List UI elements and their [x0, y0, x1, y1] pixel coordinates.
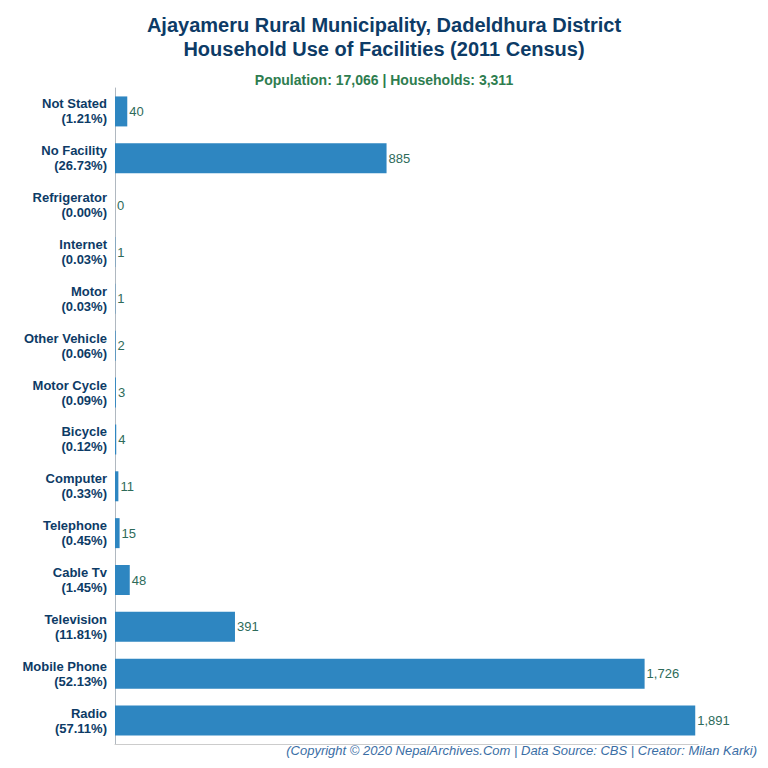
svg-text:Household Use of Facilities (2: Household Use of Facilities (2011 Census…	[183, 38, 584, 60]
svg-text:0: 0	[117, 198, 124, 213]
svg-text:Not Stated: Not Stated	[42, 96, 107, 111]
svg-text:(0.12%): (0.12%)	[61, 439, 107, 454]
svg-text:40: 40	[129, 104, 143, 119]
svg-text:Telephone: Telephone	[43, 518, 107, 533]
svg-text:Ajayameru Rural Municipality,: Ajayameru Rural Municipality, Dadeldhura…	[147, 14, 622, 36]
svg-text:15: 15	[122, 526, 136, 541]
svg-text:11: 11	[120, 479, 134, 494]
svg-text:(11.81%): (11.81%)	[55, 627, 107, 642]
svg-text:Radio: Radio	[71, 706, 107, 721]
svg-text:1: 1	[117, 291, 124, 306]
svg-text:Television: Television	[44, 612, 107, 627]
svg-text:(0.00%): (0.00%)	[61, 205, 107, 220]
svg-text:(1.21%): (1.21%)	[61, 111, 107, 126]
svg-text:(26.73%): (26.73%)	[54, 158, 107, 173]
svg-text:(57.11%): (57.11%)	[55, 721, 107, 736]
svg-text:Computer: Computer	[46, 471, 107, 486]
svg-text:No Facility: No Facility	[41, 143, 108, 158]
svg-text:48: 48	[132, 573, 146, 588]
svg-text:Motor Cycle: Motor Cycle	[33, 378, 107, 393]
svg-text:(0.03%): (0.03%)	[61, 252, 107, 267]
svg-text:(0.03%): (0.03%)	[61, 299, 107, 314]
svg-text:391: 391	[237, 619, 259, 634]
svg-text:(0.06%): (0.06%)	[61, 346, 107, 361]
svg-text:3: 3	[118, 385, 125, 400]
svg-text:1: 1	[117, 245, 124, 260]
svg-text:Population: 17,066 | Household: Population: 17,066 | Households: 3,311	[255, 72, 514, 88]
svg-text:1,891: 1,891	[697, 713, 730, 728]
svg-text:1,726: 1,726	[647, 666, 680, 681]
svg-text:Other Vehicle: Other Vehicle	[24, 331, 107, 346]
svg-text:885: 885	[389, 151, 411, 166]
svg-text:(0.09%): (0.09%)	[61, 393, 107, 408]
svg-text:Refrigerator: Refrigerator	[33, 190, 107, 205]
svg-text:Bicycle: Bicycle	[61, 424, 107, 439]
svg-text:(0.33%): (0.33%)	[61, 486, 107, 501]
svg-text:4: 4	[118, 432, 125, 447]
svg-text:Cable Tv: Cable Tv	[53, 565, 108, 580]
svg-text:2: 2	[118, 338, 125, 353]
svg-text:(1.45%): (1.45%)	[61, 580, 107, 595]
svg-text:(Copyright © 2020 NepalArchive: (Copyright © 2020 NepalArchives.Com | Da…	[286, 743, 757, 758]
svg-text:Mobile Phone: Mobile Phone	[23, 659, 108, 674]
svg-text:Internet: Internet	[59, 237, 107, 252]
svg-text:Motor: Motor	[71, 284, 107, 299]
svg-text:(52.13%): (52.13%)	[54, 674, 107, 689]
svg-text:(0.45%): (0.45%)	[61, 533, 107, 548]
